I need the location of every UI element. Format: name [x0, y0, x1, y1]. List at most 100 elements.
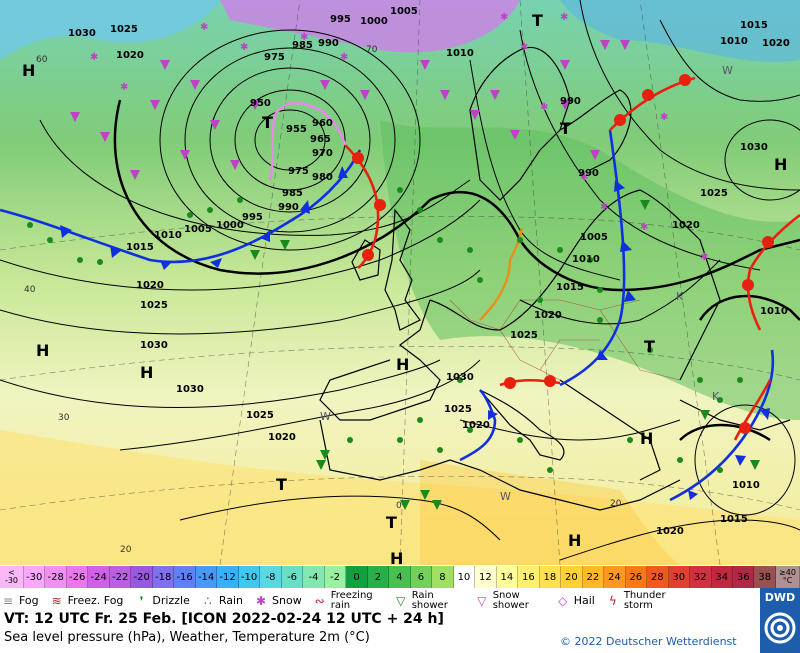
snow-shower-icon: ▽: [477, 594, 487, 608]
legend-label: Hail: [573, 594, 595, 607]
scale-cell: -30: [24, 566, 46, 588]
legend-label: Freez. Fog: [67, 594, 124, 607]
mid-green-area: [380, 120, 800, 420]
high-pressure-center: H: [22, 61, 35, 80]
scale-cell: 24: [604, 566, 626, 588]
scale-cell: 10: [453, 566, 476, 588]
pressure-label: 1025: [444, 404, 472, 415]
pressure-label: 1030: [68, 28, 96, 39]
scale-max-top: ≥40: [779, 568, 796, 577]
pressure-label: 1005: [580, 232, 608, 243]
scale-cell: -14: [195, 566, 218, 588]
weather-letter: K: [712, 390, 720, 403]
legend-label: Rain shower: [411, 590, 448, 611]
legend-label: Snow: [272, 594, 302, 607]
scale-cell: -22: [109, 566, 132, 588]
legend-label: Snow shower: [492, 590, 529, 611]
freezing-rain-icon: ∾: [314, 594, 325, 608]
isotherm-labels: 30 40 20 20 0 60 70: [24, 45, 622, 555]
isotherm-label: 60: [36, 55, 48, 65]
scale-cell: -6: [281, 566, 304, 588]
pressure-label: 1030: [176, 384, 204, 395]
cold-area-east: [560, 0, 800, 63]
svg-text:✱: ✱: [340, 52, 348, 63]
scale-cell: 16: [518, 566, 540, 588]
weather-map: ✱✱✱ ✱✱✱ ✱✱✱ ✱✱✱ ✱✱✱ 10: [0, 0, 800, 565]
pressure-label: 1020: [656, 526, 684, 537]
low-pressure-center: T: [644, 337, 655, 356]
legend-label: Fog: [19, 594, 39, 607]
scale-cell: 12: [475, 566, 497, 588]
legend-item: ▽ Rain shower: [393, 591, 464, 611]
legend-item: ◇ Hail: [555, 594, 595, 607]
low-pressure-center: T: [532, 11, 543, 30]
freezing-fog-icon: ≋: [51, 594, 62, 608]
pressure-label: 1020: [762, 38, 790, 49]
pressure-label: 1010: [572, 254, 600, 265]
low-pressure-center: T: [560, 119, 571, 138]
svg-text:✱: ✱: [120, 82, 128, 93]
high-pressure-center: H: [774, 155, 787, 174]
pressure-label: 1000: [216, 220, 244, 231]
scale-cell: -16: [174, 566, 196, 588]
scale-cell: 0: [346, 566, 368, 588]
scale-min-top: <: [8, 568, 15, 577]
pressure-label: 955: [286, 124, 307, 135]
pressure-label: 1000: [360, 16, 388, 27]
svg-text:✱: ✱: [700, 252, 708, 263]
pressure-label: 1020: [268, 432, 296, 443]
pressure-label: 1025: [140, 300, 168, 311]
country-borders: [449, 299, 681, 381]
legend-item: ≋ Freez. Fog: [49, 594, 124, 608]
pressure-label: 975: [264, 52, 285, 63]
pressure-label: 1010: [760, 306, 788, 317]
scale-max-cell: ≥40 °C: [776, 566, 800, 588]
svg-text:✱: ✱: [640, 222, 648, 233]
pressure-label: 1015: [740, 20, 768, 31]
isotherm-label: 70: [366, 45, 378, 55]
legend-label: Thunder storm: [623, 590, 666, 611]
pressure-label: 970: [312, 148, 333, 159]
pressure-label: 1010: [154, 230, 182, 241]
scale-cells: -30 -28 -26 -24 -22 -20 -18 -16 -14 -12 -10 -8 -6 -4-…: [24, 566, 776, 588]
scale-min-cell: < -30: [0, 566, 24, 588]
low-pressure-center: T: [276, 475, 287, 494]
scale-cell: 36: [732, 566, 755, 588]
svg-text:✱: ✱: [300, 32, 308, 43]
weather-letter: K: [676, 290, 684, 303]
legend-item: ▽ Snow shower: [474, 591, 545, 611]
svg-text:✱: ✱: [540, 102, 548, 113]
scale-cell: -8: [260, 566, 282, 588]
pressure-label: 1020: [672, 220, 700, 231]
scale-cell: 4: [389, 566, 411, 588]
scale-cell: 14: [496, 566, 519, 588]
isotherm-label: 40: [24, 285, 36, 295]
svg-text:✱: ✱: [660, 112, 668, 123]
svg-text:✱: ✱: [520, 42, 528, 53]
warm-front-east-2: [746, 213, 800, 331]
svg-text:✱: ✱: [580, 172, 588, 183]
svg-text:✱: ✱: [600, 202, 608, 213]
svg-text:✱: ✱: [240, 42, 248, 53]
scale-cell: -10: [238, 566, 261, 588]
drizzle-icon: ❜: [139, 594, 144, 608]
pressure-label: 985: [292, 40, 313, 51]
weather-letters: W W K K W: [320, 64, 733, 503]
scale-cell: 6: [410, 566, 433, 588]
temperature-color-scale: < -30 -30 -28 -26 -24 -22 -20 -18 -16 -14 -12 -10-…: [0, 566, 800, 588]
coastlines: [319, 46, 791, 511]
warm-front-semicircles: [352, 74, 774, 434]
cold-front-italy: [459, 389, 497, 462]
pressure-label: 1025: [510, 330, 538, 341]
scale-cell: 32: [690, 566, 712, 588]
pressure-label: 1005: [184, 224, 212, 235]
snow-symbols: ✱ ✱ ✱ ✱ ✱ ✱ ✱ ✱ ✱ ✱ ✱ ✱ ✱ ✱ ✱: [90, 12, 708, 263]
svg-text:✱: ✱: [560, 12, 568, 23]
thunderstorm-icon: ϟ: [608, 594, 617, 608]
pressure-label: 980: [312, 172, 333, 183]
pressure-label: 990: [318, 38, 339, 49]
pressure-label: 1025: [700, 188, 728, 199]
isobars: [0, 0, 800, 561]
pressure-label: 995: [242, 212, 263, 223]
